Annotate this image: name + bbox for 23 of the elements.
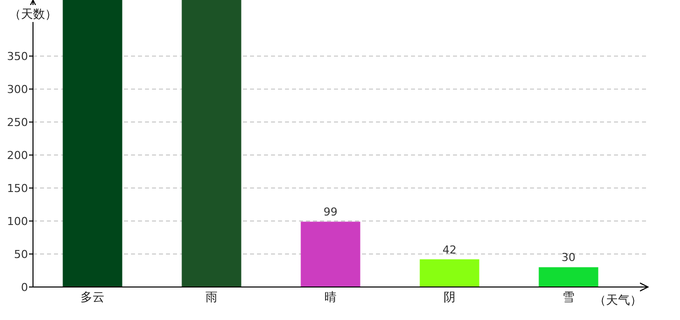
data-label: 42: [442, 243, 456, 256]
x-tick-label: 雪: [562, 290, 574, 304]
data-label: 99: [324, 206, 338, 219]
y-tick-label: 50: [14, 248, 28, 261]
y-tick-label: 250: [7, 116, 28, 129]
y-axis-title: （天数）: [9, 7, 57, 21]
x-tick-label: 阴: [444, 290, 456, 304]
data-label: 30: [562, 251, 576, 264]
bar: [182, 0, 242, 287]
x-axis-title: （天气）: [594, 293, 642, 307]
x-tick-label: 晴: [324, 290, 336, 304]
bar: [420, 259, 480, 287]
y-tick-label: 200: [7, 148, 28, 162]
y-tick-label: 150: [7, 182, 28, 195]
bar: [538, 267, 598, 287]
bar: [62, 0, 122, 287]
x-tick-label: 雨: [206, 290, 218, 304]
y-tick-label: 350: [7, 50, 28, 63]
y-tick-label: 300: [7, 82, 28, 96]
bar: [300, 222, 360, 287]
x-tick-label: 多云: [80, 290, 104, 304]
y-tick-label: 100: [7, 214, 28, 228]
y-tick-label: 0: [21, 280, 28, 294]
